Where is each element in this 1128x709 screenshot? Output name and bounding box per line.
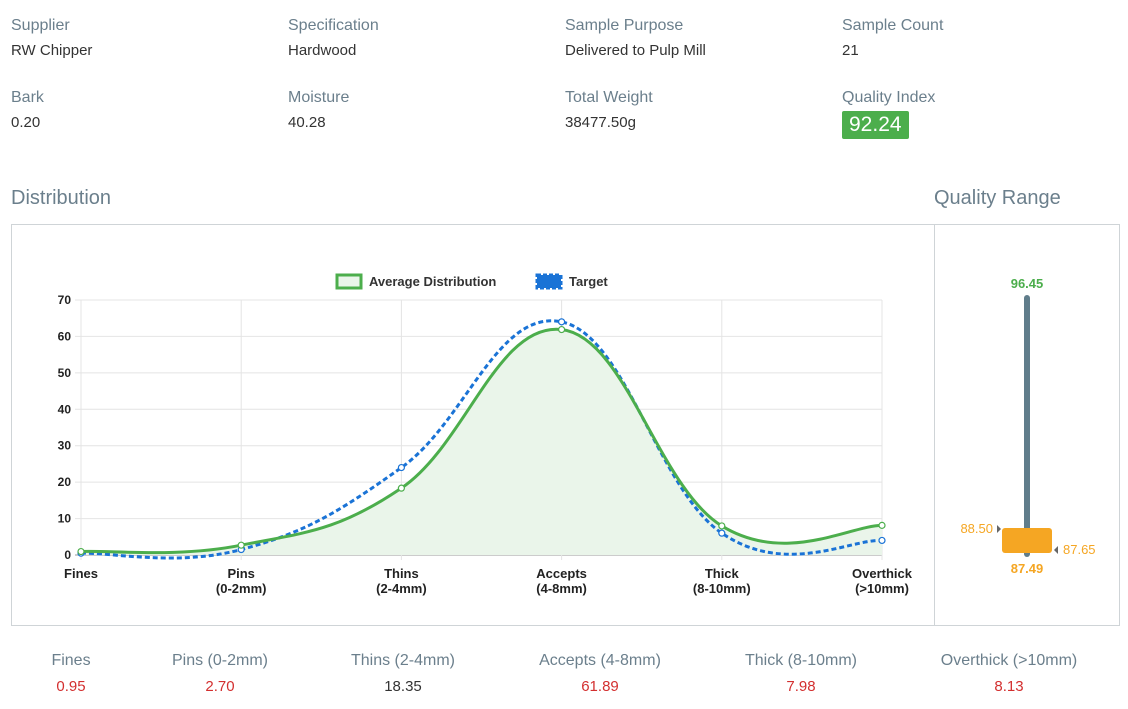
summary-value: 7.98 xyxy=(786,678,816,695)
y-tick-label: 10 xyxy=(58,512,72,526)
bark-value: 0.20 xyxy=(11,114,41,131)
legend-label: Target xyxy=(569,274,608,289)
quality-index-badge: 92.24 xyxy=(842,111,909,139)
moisture-value: 40.28 xyxy=(288,114,326,131)
right-marker-icon xyxy=(1054,546,1058,554)
legend-swatch xyxy=(335,273,363,290)
x-tick-label: Pins xyxy=(227,566,254,581)
quality-range-panel: 96.45 87.49 88.50 87.65 xyxy=(934,224,1120,626)
y-tick-label: 0 xyxy=(64,548,71,562)
summary-label: Fines xyxy=(51,652,91,669)
y-tick-label: 50 xyxy=(58,366,72,380)
summary-label: Overthick (>10mm) xyxy=(940,652,1078,669)
y-tick-label: 30 xyxy=(58,439,72,453)
summary-value: 18.35 xyxy=(384,678,422,695)
summary-pins: Pins (0-2mm) 2.70 xyxy=(140,652,300,695)
total-weight-value: 38477.50g xyxy=(565,114,636,131)
x-tick-label: Thins xyxy=(384,566,419,581)
data-point xyxy=(878,521,886,529)
quality-index-label: Quality Index xyxy=(842,89,936,106)
data-point xyxy=(397,463,405,472)
y-tick-label: 70 xyxy=(58,293,72,307)
supplier-value: RW Chipper xyxy=(11,42,93,59)
left-marker-icon xyxy=(997,525,1001,533)
x-tick-label: Thick xyxy=(705,566,740,581)
summary-label: Pins (0-2mm) xyxy=(171,652,268,669)
data-point xyxy=(77,547,85,556)
summary-accepts: Accepts (4-8mm) 61.89 xyxy=(520,652,680,695)
specification-field: Specification Hardwood xyxy=(288,17,379,59)
quality-index-field: Quality Index 92.24 xyxy=(842,89,935,139)
sample-purpose-value: Delivered to Pulp Mill xyxy=(565,42,706,59)
range-track xyxy=(1024,295,1030,557)
summary-value: 0.95 xyxy=(56,678,86,695)
summary-value: 61.89 xyxy=(581,678,619,695)
data-point xyxy=(557,325,566,334)
series-area-0 xyxy=(81,329,882,555)
summary-overthick: Overthick (>10mm) 8.13 xyxy=(929,652,1089,695)
range-band xyxy=(1002,528,1052,553)
x-tick-label: Accepts xyxy=(536,566,587,581)
quality-range-gauge: 96.45 87.49 88.50 87.65 xyxy=(960,276,1096,576)
bark-field: Bark 0.20 xyxy=(11,89,44,131)
x-tick-label: (2-4mm) xyxy=(376,581,427,596)
x-tick-label: Fines xyxy=(64,566,98,581)
summary-label: Thins (2-4mm) xyxy=(350,652,455,669)
quality-range-title: Quality Range xyxy=(934,187,1061,209)
range-left-marker: 88.50 xyxy=(960,521,993,536)
summary-label: Thick (8-10mm) xyxy=(744,652,857,669)
range-min-label: 87.49 xyxy=(1011,561,1044,576)
data-point xyxy=(557,318,566,326)
summary-value: 2.70 xyxy=(205,678,235,695)
x-tick-label: Overthick xyxy=(852,566,913,581)
y-tick-label: 20 xyxy=(58,475,72,489)
total-weight-field: Total Weight 38477.50g xyxy=(565,89,653,131)
summary-thins: Thins (2-4mm) 18.35 xyxy=(323,652,483,695)
total-weight-label: Total Weight xyxy=(565,89,653,106)
supplier-field: Supplier RW Chipper xyxy=(11,17,92,59)
x-tick-label: (8-10mm) xyxy=(693,581,751,596)
range-right-marker: 87.65 xyxy=(1063,542,1096,557)
summary-thick: Thick (8-10mm) 7.98 xyxy=(721,652,881,695)
sample-count-field: Sample Count 21 xyxy=(842,17,943,59)
data-point xyxy=(718,529,726,537)
sample-purpose-label: Sample Purpose xyxy=(565,17,684,34)
supplier-label: Supplier xyxy=(11,17,70,34)
distribution-panel: 0 10 20 30 40 50 60 70 Fines Pins (0-2mm) Thins (2-4… xyxy=(11,224,935,626)
data-point xyxy=(878,536,886,545)
moisture-field: Moisture 40.28 xyxy=(288,89,349,131)
range-max-label: 96.45 xyxy=(1011,276,1044,291)
sample-purpose-field: Sample Purpose Delivered to Pulp Mill xyxy=(565,17,706,59)
distribution-title: Distribution xyxy=(11,187,112,209)
data-point xyxy=(718,522,726,530)
distribution-chart: 0 10 20 30 40 50 60 70 Fines Pins(0-2mm) Thins(2-4… xyxy=(58,273,913,596)
y-tick-label: 60 xyxy=(58,329,72,343)
data-point xyxy=(237,541,245,549)
x-tick-label: (0-2mm) xyxy=(216,581,267,596)
data-point xyxy=(397,484,405,492)
summary-fines: Fines 0.95 xyxy=(0,652,151,695)
y-tick-label: 40 xyxy=(58,402,72,416)
moisture-label: Moisture xyxy=(288,89,350,106)
legend-label: Average Distribution xyxy=(369,274,496,289)
specification-value: Hardwood xyxy=(288,42,357,59)
specification-label: Specification xyxy=(288,17,379,34)
legend-swatch xyxy=(535,273,563,290)
summary-value: 8.13 xyxy=(994,678,1024,695)
sample-count-value: 21 xyxy=(842,42,859,59)
sample-count-label: Sample Count xyxy=(842,17,944,34)
x-tick-label: (4-8mm) xyxy=(536,581,587,596)
x-tick-label: (>10mm) xyxy=(855,581,909,596)
summary-label: Accepts (4-8mm) xyxy=(539,652,661,669)
bark-label: Bark xyxy=(11,89,44,106)
